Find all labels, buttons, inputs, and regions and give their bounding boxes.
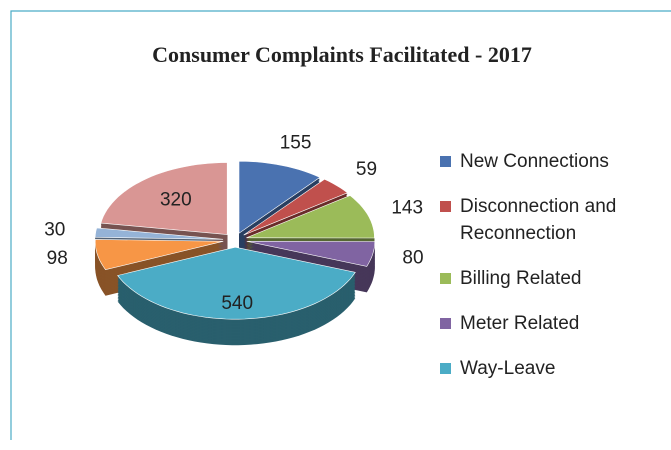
legend-label: Way-Leave xyxy=(460,358,556,379)
chart-title: Consumer Complaints Facilitated - 2017 xyxy=(152,42,532,67)
data-label: 59 xyxy=(356,159,377,180)
legend-swatch xyxy=(440,156,451,167)
legend-item: New Connections xyxy=(440,148,660,175)
data-label: 155 xyxy=(280,133,312,154)
frame xyxy=(10,10,671,440)
legend-label: Disconnection and Reconnection xyxy=(460,196,617,244)
legend-label: Billing Related xyxy=(460,268,582,289)
legend-label: Meter Related xyxy=(460,313,580,334)
data-label: 80 xyxy=(402,247,423,268)
slice xyxy=(117,246,356,320)
legend-swatch xyxy=(440,363,451,374)
data-label: 30 xyxy=(44,219,65,240)
data-label: 540 xyxy=(221,293,253,314)
legend-swatch xyxy=(440,273,451,284)
legend-item: Meter Related xyxy=(440,310,660,337)
legend-swatch xyxy=(440,318,451,329)
data-label: 143 xyxy=(391,198,423,219)
legend: New Connections Disconnection and Reconne… xyxy=(440,148,660,400)
legend-item: Disconnection and Reconnection xyxy=(440,193,660,247)
slice xyxy=(246,195,375,239)
slice xyxy=(243,178,349,236)
slice xyxy=(246,240,376,267)
legend-label: New Connections xyxy=(460,151,609,172)
slice xyxy=(94,227,224,240)
data-label: 98 xyxy=(47,248,68,269)
slice xyxy=(238,160,321,234)
slice xyxy=(94,239,224,271)
legend-item: Billing Related xyxy=(440,265,660,292)
legend-swatch xyxy=(440,201,451,212)
data-labels: 155 59 143 80 540 98 30 320 xyxy=(44,133,423,314)
legend-item: Way-Leave xyxy=(440,355,660,382)
slice xyxy=(100,162,228,235)
slice-tops xyxy=(94,160,376,320)
data-label: 320 xyxy=(160,190,192,211)
